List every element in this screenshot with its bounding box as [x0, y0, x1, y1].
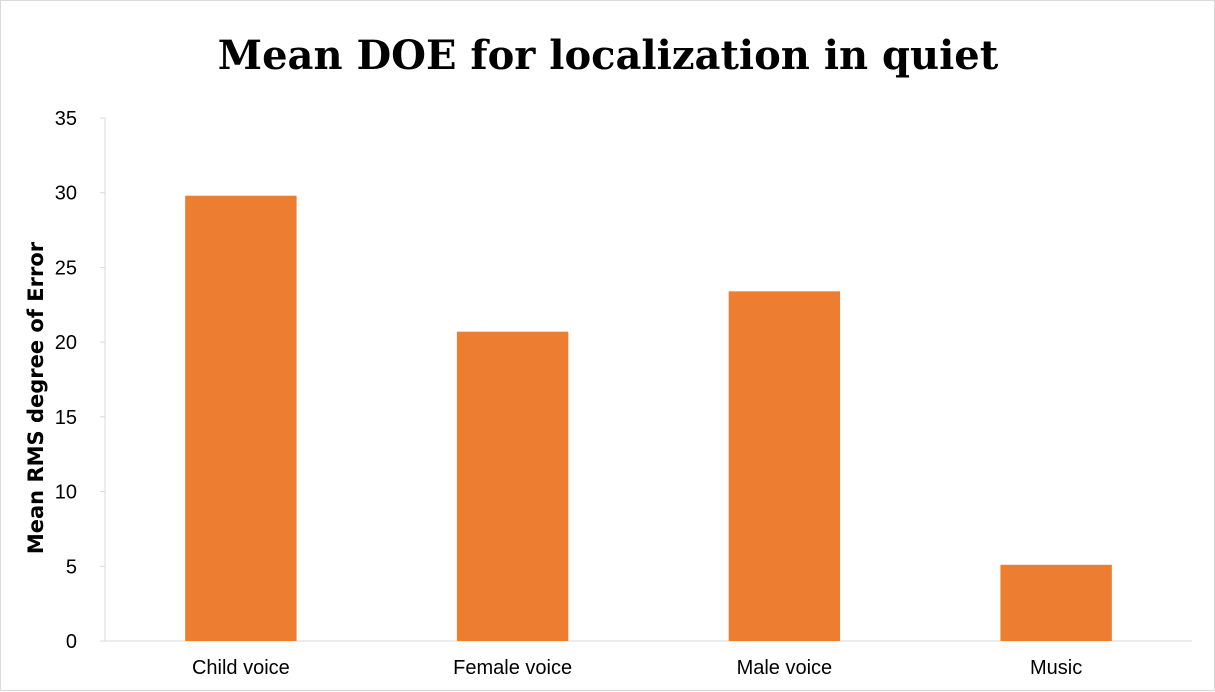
- x-tick-label: Music: [1030, 657, 1082, 679]
- y-tick-label: 30: [55, 183, 77, 205]
- y-tick-label: 15: [55, 407, 77, 429]
- y-tick-label: 10: [55, 482, 77, 504]
- bar: [728, 291, 841, 641]
- plot-area: 0 5 10 15 20 25 30 35 Child voice Female voice Mal…: [55, 108, 1192, 679]
- y-axis-label: Mean RMS degree of Error: [24, 241, 48, 554]
- chart-title: Mean DOE for localization in quiet: [218, 32, 999, 79]
- x-tick-label: Male voice: [737, 657, 833, 679]
- bar: [456, 331, 569, 641]
- x-tick-label: Female voice: [453, 657, 572, 679]
- y-tick-label: 25: [55, 257, 77, 279]
- y-tick-label: 5: [66, 556, 77, 578]
- y-tick-label: 20: [55, 332, 77, 354]
- x-tick-label: Child voice: [192, 657, 290, 679]
- bar: [1000, 564, 1112, 641]
- y-tick-label: 0: [66, 631, 77, 653]
- bar: [185, 195, 297, 641]
- y-tick-label: 35: [55, 108, 77, 130]
